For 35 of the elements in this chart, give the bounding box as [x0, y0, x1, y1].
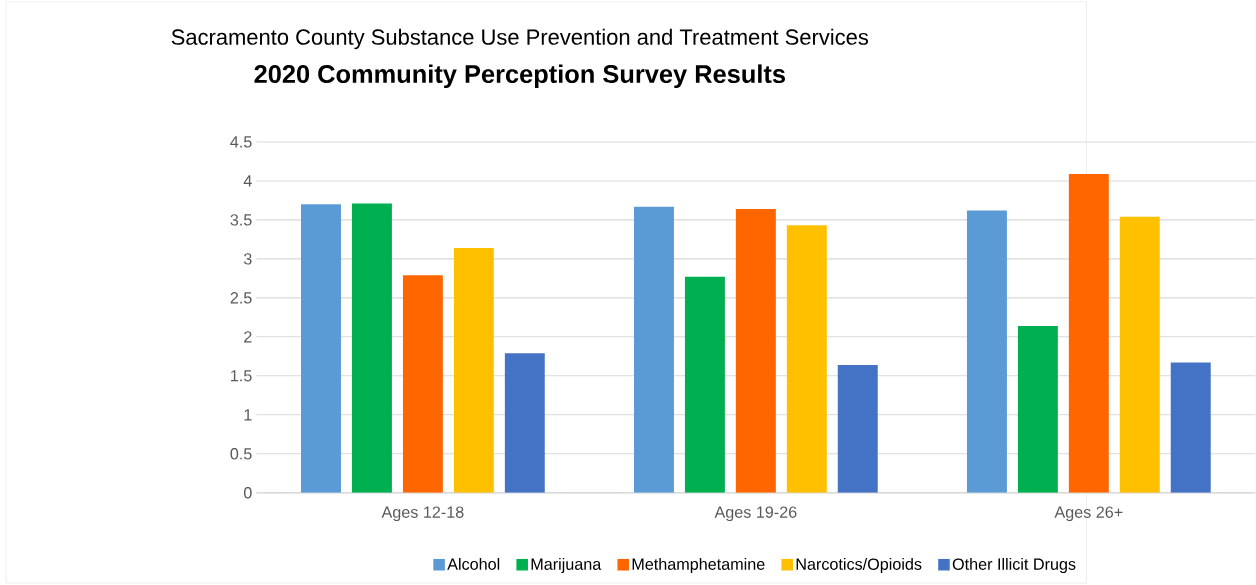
y-tick-label: 2.5 — [230, 292, 252, 304]
legend-label: Alcohol — [447, 558, 500, 570]
bar — [1119, 216, 1160, 493]
legend-label: Marijuana — [531, 558, 602, 574]
y-tick-label: 2 — [244, 331, 252, 343]
y-tick-label: 4.5 — [230, 136, 252, 148]
bar — [966, 210, 1007, 493]
bar — [504, 353, 545, 493]
bar — [402, 275, 443, 493]
y-tick-label: 0 — [243, 487, 252, 499]
bar — [1017, 326, 1058, 493]
chart-subtitle: 2020 Community Perception Survey Results — [254, 64, 785, 89]
legend-label: Narcotics/Opioids — [796, 558, 922, 574]
chart-title: Sacramento County Substance Use Prevention and Treatment Services — [171, 28, 869, 50]
legend-label: Methamphetamine — [632, 558, 765, 574]
y-tick-label: 4 — [243, 175, 252, 187]
bar — [633, 206, 674, 493]
y-tick-label: 0.5 — [230, 448, 252, 460]
bar — [837, 365, 878, 493]
y-tick-label: 3.5 — [230, 214, 252, 226]
y-tick-label: 1 — [244, 409, 252, 421]
bar — [684, 276, 725, 493]
x-tick-label: Ages 12-18 — [381, 506, 464, 522]
bar — [786, 225, 827, 493]
y-tick-label: 1.5 — [231, 370, 252, 382]
y-tick-label: 3 — [243, 253, 252, 265]
bar — [1068, 173, 1109, 493]
legend-label: Other Illicit Drugs — [952, 558, 1076, 574]
bar — [301, 204, 341, 493]
bar — [453, 248, 494, 493]
x-tick-label: Ages 26+ — [1054, 506, 1123, 522]
bar — [351, 203, 392, 493]
x-tick-label: Ages 19-26 — [714, 506, 797, 522]
bar — [735, 209, 776, 493]
bar — [1170, 362, 1211, 493]
